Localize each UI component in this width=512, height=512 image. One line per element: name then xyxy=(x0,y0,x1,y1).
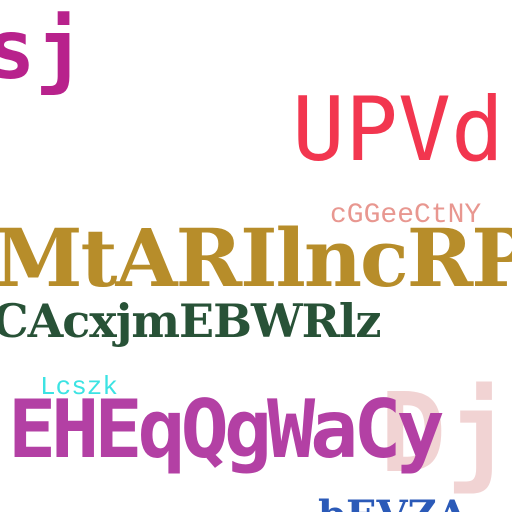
word-bevza: bEVZA xyxy=(318,496,468,512)
word-upvd: UPVd xyxy=(292,78,504,181)
word-cggeectny: cGGeeCtNY xyxy=(330,200,482,231)
word-mtarilncrp: MtARIlncRP xyxy=(0,211,512,305)
word-dj: Dj xyxy=(380,369,512,497)
word-cacxjmebwrlz: CAcxjmEBWRlz xyxy=(0,294,381,348)
word-lcszk: Lcszk xyxy=(40,372,119,402)
word-eheqqgwacy: EHEqQgWaCy xyxy=(8,383,445,476)
word-sj: sj xyxy=(0,3,85,98)
